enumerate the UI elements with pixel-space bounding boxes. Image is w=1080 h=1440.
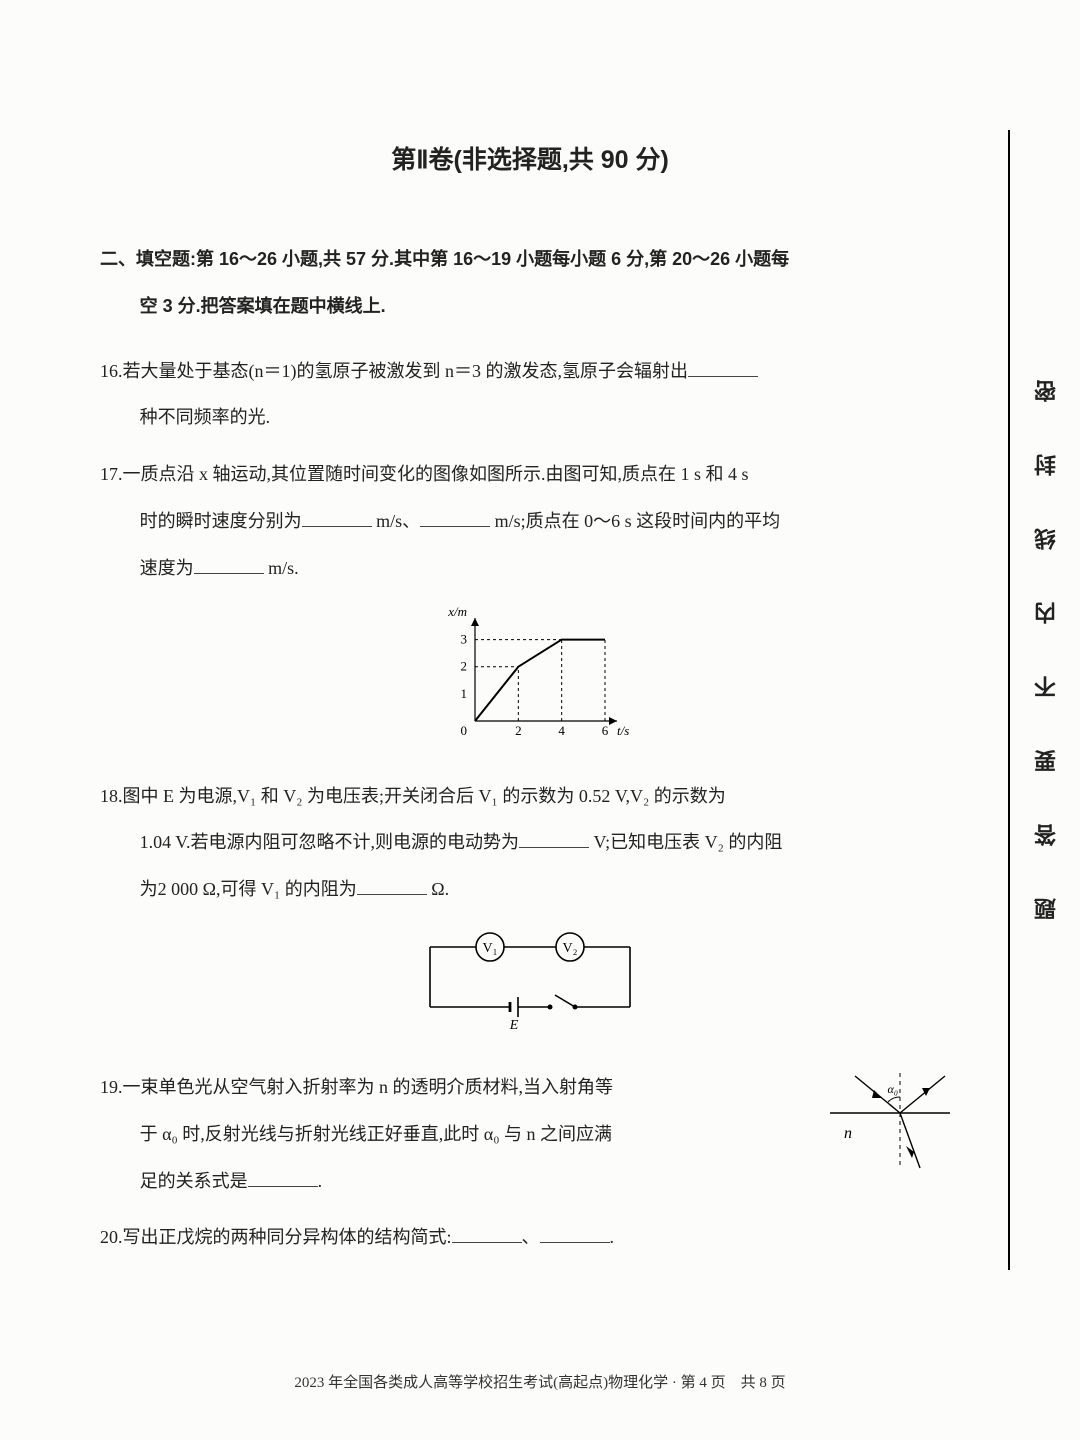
margin-char: 不 (1031, 676, 1063, 698)
svg-text:x/m: x/m (447, 606, 467, 619)
q18-circuit: V₁ V₂ E (100, 927, 960, 1042)
q20-l1c: . (610, 1227, 615, 1247)
svg-text:6: 6 (602, 723, 609, 738)
svg-text:4: 4 (558, 723, 565, 738)
q16-cont: 种不同频率的光. (100, 394, 960, 441)
question-19: 19.一束单色光从空气射入折射率为 n 的透明介质材料,当入射角等 于 α₀ 时… (100, 1064, 960, 1204)
q18-l3b: Ω. (427, 879, 449, 899)
section-title: 第Ⅱ卷(非选择题,共 90 分) (100, 140, 960, 176)
q19-blank (248, 1166, 318, 1187)
question-18: 18.图中 E 为电源,V₁ 和 V₂ 为电压表;开关闭合后 V₁ 的示数为 0… (100, 773, 960, 913)
question-16: 16.若大量处于基态(n＝1)的氢原子被激发到 n＝3 的激发态,氢原子会辐射出… (100, 348, 960, 442)
svg-text:E: E (509, 1018, 519, 1033)
q19-l3a: 足的关系式是 (140, 1171, 248, 1191)
fill-blank-instruction: 二、填空题:第 16～26 小题,共 57 分.其中第 16～19 小题每小题 … (100, 236, 960, 330)
exam-page: 密 封 线 内 不 要 答 题 第Ⅱ卷(非选择题,共 90 分) 二、填空题:第… (0, 0, 1080, 1440)
margin-seal-line (1008, 130, 1010, 1270)
margin-char: 要 (1031, 750, 1063, 772)
margin-char: 密 (1031, 380, 1063, 402)
q17-l3b: m/s. (264, 558, 299, 578)
q17-blank2 (420, 506, 490, 527)
svg-text:t/s: t/s (617, 723, 629, 738)
q17-l2a: 时的瞬时速度分别为 (140, 511, 302, 531)
svg-text:V₁: V₁ (483, 941, 498, 956)
q20-l1a: 20.写出正戊烷的两种同分异构体的结构简式: (100, 1227, 452, 1247)
question-20: 20.写出正戊烷的两种同分异构体的结构简式: 、. (100, 1214, 960, 1261)
q18-l3a: 为2 000 Ω,可得 V₁ 的内阻为 (140, 879, 357, 899)
margin-char: 内 (1031, 602, 1063, 624)
q18-blank1 (519, 828, 589, 849)
q18-l2a: 1.04 V.若电源内阻可忽略不计,则电源的电动势为 (140, 832, 519, 852)
margin-char: 题 (1031, 898, 1063, 920)
q19-optics-figure: α₀ n (830, 1068, 960, 1196)
page-footer: 2023 年全国各类成人高等学校招生考试(高起点)物理化学 · 第 4 页 共 … (0, 1371, 1080, 1392)
svg-text:2: 2 (515, 723, 522, 738)
q17-blank1 (302, 506, 372, 527)
q18-line1: 18.图中 E 为电源,V₁ 和 V₂ 为电压表;开关闭合后 V₁ 的示数为 0… (100, 773, 960, 820)
q18-blank2 (357, 874, 427, 895)
instruction-line1: 二、填空题:第 16～26 小题,共 57 分.其中第 16～19 小题每小题 … (100, 236, 960, 283)
q20-blank2 (540, 1223, 610, 1244)
q17-l2b: m/s、 (372, 511, 421, 531)
q20-blank1 (452, 1223, 522, 1244)
instruction-line2: 空 3 分.把答案填在题中横线上. (100, 283, 960, 330)
svg-text:2: 2 (461, 658, 468, 673)
q17-l2c: m/s;质点在 0～6 s 这段时间内的平均 (490, 511, 780, 531)
q19-l3b: . (318, 1171, 323, 1191)
q16-blank (688, 356, 758, 377)
question-17: 17.一质点沿 x 轴运动,其位置随时间变化的图像如图所示.由图可知,质点在 1… (100, 451, 960, 591)
q17-blank3 (194, 553, 264, 574)
margin-seal-text: 密 封 线 内 不 要 答 题 (1032, 380, 1062, 920)
q17-l3a: 速度为 (140, 558, 194, 578)
q19-line2: 于 α₀ 时,反射光线与折射光线正好垂直,此时 α₀ 与 n 之间应满 (100, 1111, 820, 1158)
svg-text:1: 1 (461, 685, 468, 700)
q20-l1b: 、 (522, 1227, 540, 1247)
q17-line1: 17.一质点沿 x 轴运动,其位置随时间变化的图像如图所示.由图可知,质点在 1… (100, 451, 960, 498)
margin-char: 答 (1031, 824, 1063, 846)
q16-text: 16.若大量处于基态(n＝1)的氢原子被激发到 n＝3 的激发态,氢原子会辐射出 (100, 361, 688, 381)
q18-l2b: V;已知电压表 V₂ 的内阻 (589, 832, 782, 852)
margin-char: 线 (1031, 528, 1063, 550)
svg-text:3: 3 (461, 631, 468, 646)
svg-text:n: n (844, 1125, 852, 1142)
svg-text:V₂: V₂ (563, 941, 578, 956)
q17-graph: 2 4 6 1 2 3 0 x/m t/s (100, 606, 960, 751)
margin-char: 封 (1031, 454, 1063, 476)
q19-line1: 19.一束单色光从空气射入折射率为 n 的透明介质材料,当入射角等 (100, 1064, 820, 1111)
svg-text:α₀: α₀ (888, 1082, 898, 1096)
svg-text:0: 0 (461, 723, 468, 738)
